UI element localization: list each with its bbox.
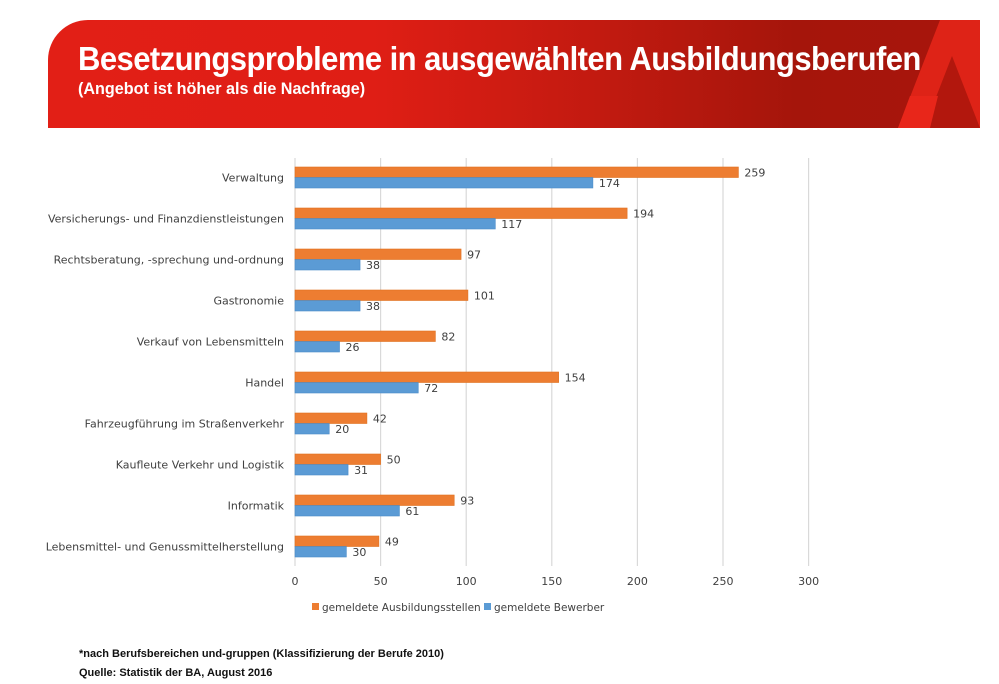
category-label: Fahrzeugführung im Straßenverkehr <box>85 418 285 431</box>
data-label: 50 <box>387 454 401 467</box>
x-tick-label: 150 <box>541 575 562 588</box>
bar-bewerber <box>294 546 347 558</box>
data-label: 30 <box>352 546 366 559</box>
bar-ausbildungsstellen <box>294 494 455 506</box>
bar-bewerber <box>294 259 361 271</box>
page-subtitle: (Angebot ist höher als die Nachfrage) <box>78 79 366 98</box>
category-label: Rechtsberatung, -sprechung und-ordnung <box>54 254 284 267</box>
data-label: 174 <box>599 177 620 190</box>
bar-ausbildungsstellen <box>294 289 469 301</box>
bar-ausbildungsstellen <box>294 330 436 342</box>
category-label: Lebensmittel- und Genussmittelherstellun… <box>46 541 284 554</box>
footnote-classification: *nach Berufsbereichen und-gruppen (Klass… <box>79 648 444 660</box>
bar-bewerber <box>294 341 340 353</box>
x-tick-label: 100 <box>456 575 477 588</box>
data-label: 38 <box>366 259 380 272</box>
data-label: 20 <box>335 423 349 436</box>
data-label: 38 <box>366 300 380 313</box>
footnote-source: Quelle: Statistik der BA, August 2016 <box>79 667 273 679</box>
legend: gemeldete Ausbildungsstellen gemeldete Be… <box>312 602 605 614</box>
bar-bewerber <box>294 382 419 394</box>
x-tick-label: 200 <box>627 575 648 588</box>
x-tick-label: 50 <box>374 575 388 588</box>
bar-ausbildungsstellen <box>294 453 381 465</box>
legend-label: gemeldete Ausbildungsstellen <box>322 602 481 614</box>
bar-ausbildungsstellen <box>294 371 559 383</box>
bar-ausbildungsstellen <box>294 166 739 178</box>
bar-bewerber <box>294 423 330 435</box>
data-label: 194 <box>633 208 654 221</box>
data-label: 154 <box>565 372 586 385</box>
data-label: 82 <box>441 331 455 344</box>
header-banner: Besetzungsprobleme in ausgewählten Ausbi… <box>48 20 980 128</box>
bars <box>294 166 739 558</box>
data-label: 49 <box>385 536 399 549</box>
category-label: Handel <box>245 377 284 390</box>
page-title: Besetzungsprobleme in ausgewählten Ausbi… <box>78 40 921 77</box>
bar-bewerber <box>294 464 349 476</box>
legend-swatch <box>484 603 491 610</box>
category-label: Kaufleute Verkehr und Logistik <box>116 459 285 472</box>
data-label: 26 <box>346 341 360 354</box>
legend-swatch <box>312 603 319 610</box>
bar-bewerber <box>294 300 361 312</box>
bar-ausbildungsstellen <box>294 412 368 424</box>
x-tick-label: 300 <box>798 575 819 588</box>
category-label: Verkauf von Lebensmitteln <box>137 336 284 349</box>
data-label: 97 <box>467 249 481 262</box>
x-tick-label: 250 <box>713 575 734 588</box>
data-label: 31 <box>354 464 368 477</box>
bar-ausbildungsstellen <box>294 535 380 547</box>
bar-ausbildungsstellen <box>294 207 628 219</box>
bar-ausbildungsstellen <box>294 248 462 260</box>
data-label: 61 <box>405 505 419 518</box>
bar-bewerber <box>294 177 594 189</box>
data-label: 117 <box>501 218 522 231</box>
data-label: 259 <box>744 167 765 180</box>
legend-label: gemeldete Bewerber <box>494 602 605 614</box>
arbeitsagentur-a-logo-icon <box>898 20 980 128</box>
x-tick-label: 0 <box>292 575 299 588</box>
category-label: Informatik <box>228 500 285 513</box>
bar-bewerber <box>294 505 400 517</box>
data-label: 42 <box>373 413 387 426</box>
data-label: 101 <box>474 290 495 303</box>
category-label: Verwaltung <box>222 172 284 185</box>
data-label: 93 <box>460 495 474 508</box>
category-label: Gastronomie <box>213 295 284 308</box>
data-label: 72 <box>424 382 438 395</box>
category-label: Versicherungs- und Finanzdienstleistunge… <box>48 213 284 226</box>
labels: 0 50 100 150 200 250 300 Verwaltung 259 174 Versic… <box>46 167 819 589</box>
bar-bewerber <box>294 218 496 230</box>
